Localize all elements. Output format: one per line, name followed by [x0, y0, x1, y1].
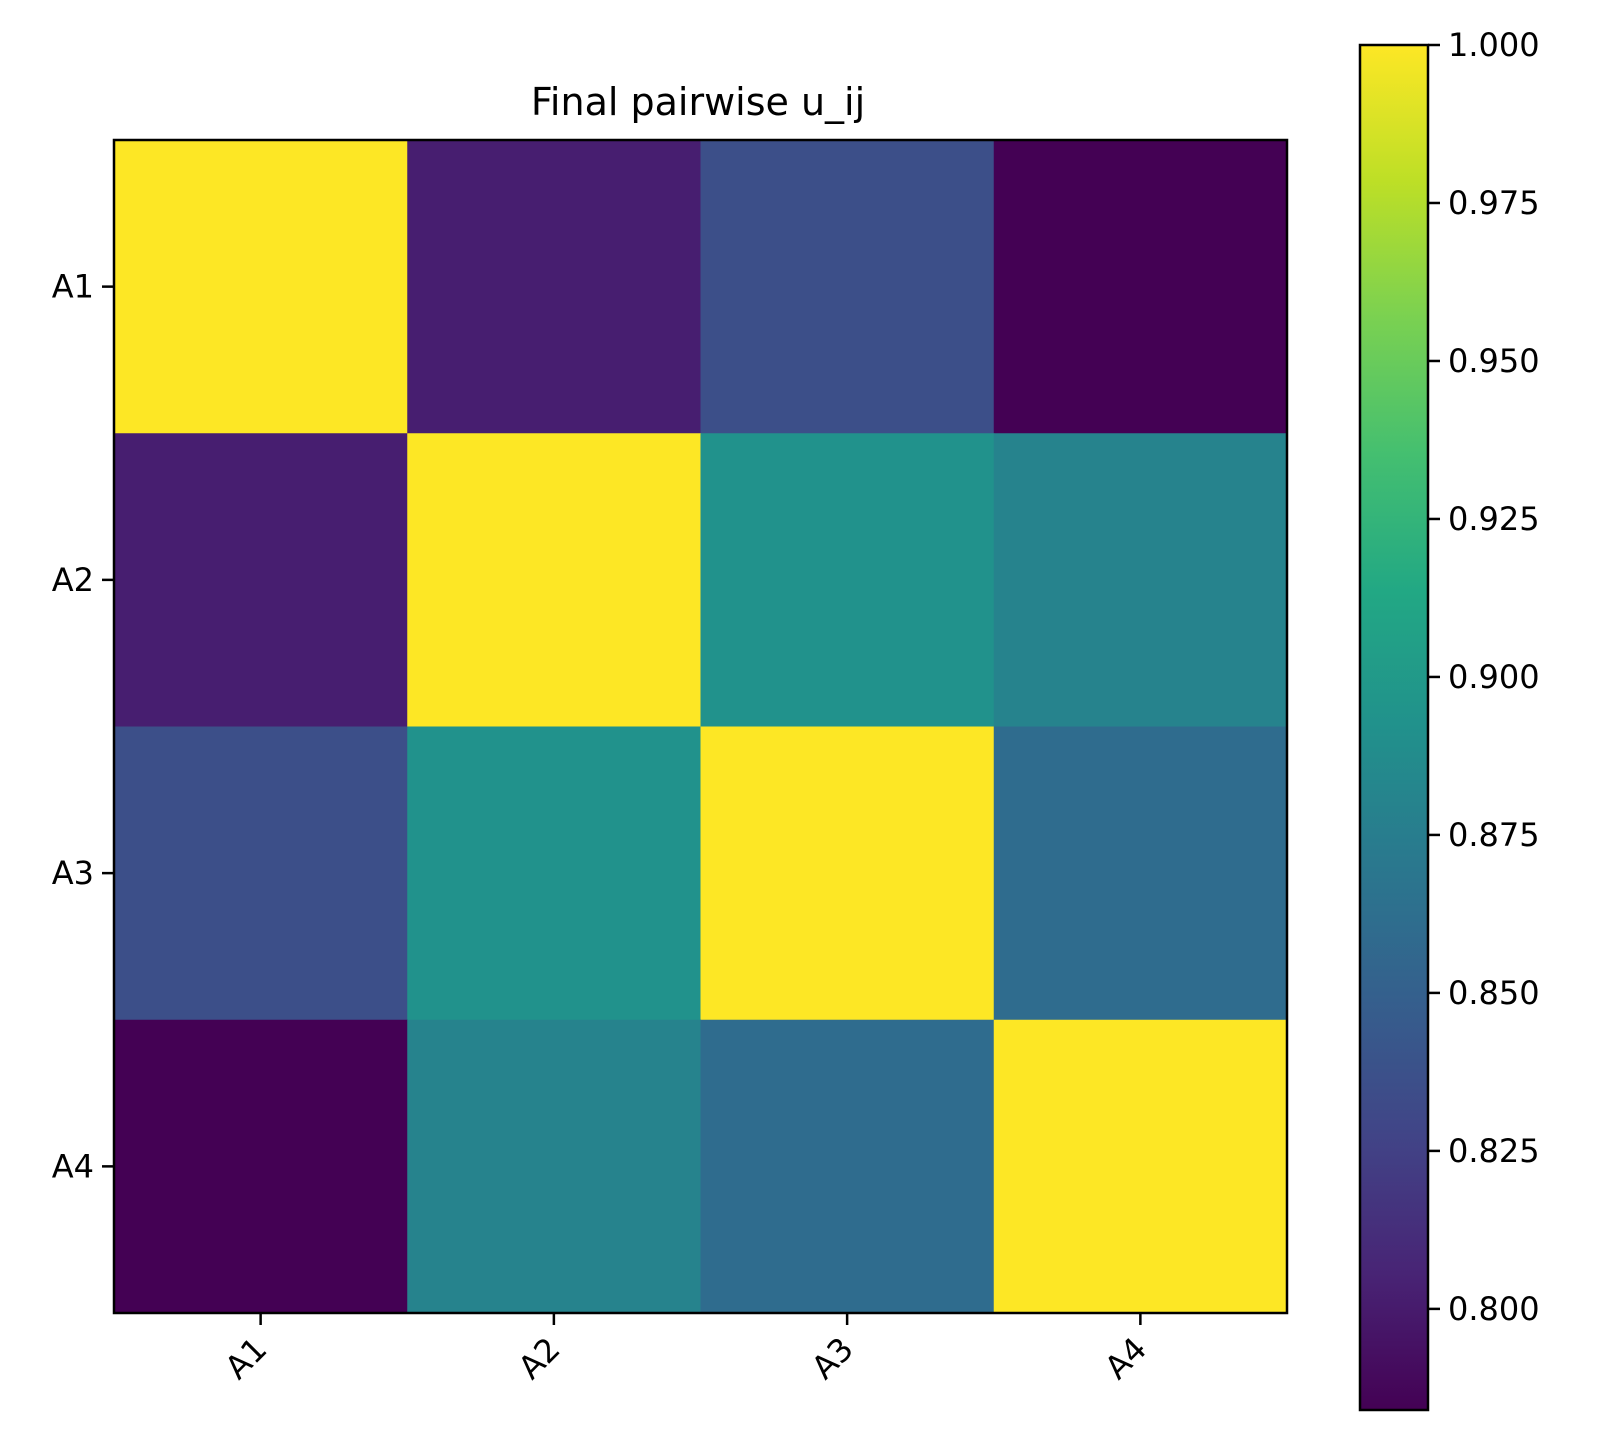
y-tick-label: A3	[52, 854, 94, 892]
heatmap-cell	[114, 140, 408, 434]
colorbar-tick-label: 0.925	[1448, 500, 1540, 538]
x-axis-ticks: A1 A2 A3 A4	[218, 1313, 1154, 1387]
heatmap-cell	[700, 1019, 995, 1314]
heatmap-cell	[407, 1019, 702, 1314]
heatmap-cell	[407, 433, 702, 728]
colorbar-tick-label: 0.875	[1448, 816, 1540, 854]
heatmap-cell	[700, 140, 995, 434]
y-tick-label: A1	[52, 268, 94, 306]
x-tick-label: A4	[1097, 1330, 1154, 1387]
colorbar	[1358, 43, 1430, 1412]
heatmap-cell	[114, 433, 408, 728]
heatmap-cell	[993, 433, 1288, 728]
colorbar-tick-label: 0.825	[1448, 1132, 1540, 1170]
heatmap-cell	[993, 1019, 1288, 1314]
x-tick-label: A3	[804, 1330, 861, 1387]
heatmap-cell	[114, 726, 408, 1021]
colorbar-tick-label: 0.850	[1448, 974, 1540, 1012]
x-tick-label: A1	[218, 1330, 275, 1387]
chart-title: Final pairwise u_ij	[531, 80, 865, 124]
colorbar-tick-label: 0.900	[1448, 658, 1540, 696]
heatmap-cell	[114, 1019, 408, 1314]
colorbar-tick-label: 0.950	[1448, 342, 1540, 380]
y-tick-label: A2	[52, 561, 94, 599]
heatmap-cell	[993, 140, 1288, 434]
colorbar-tick-label: 1.000	[1448, 26, 1540, 64]
heatmap-cell	[700, 726, 995, 1021]
heatmap-cell	[700, 433, 995, 728]
heatmap-cells	[114, 140, 1288, 1314]
colorbar-ticks: 0.800 0.825 0.850 0.875 0.900 0.925 0.950 0.975…	[1428, 26, 1540, 1328]
x-tick-label: A2	[511, 1330, 568, 1387]
colorbar-tick-label: 0.975	[1448, 184, 1540, 222]
heatmap-cell	[407, 140, 702, 434]
colorbar-tick-label: 0.800	[1448, 1290, 1540, 1328]
heatmap-cell	[407, 726, 702, 1021]
heatmap-cell	[993, 726, 1288, 1021]
y-axis-ticks: A1 A2 A3 A4	[52, 268, 114, 1185]
plot-frame	[112, 138, 1289, 1315]
y-tick-label: A4	[52, 1147, 94, 1185]
